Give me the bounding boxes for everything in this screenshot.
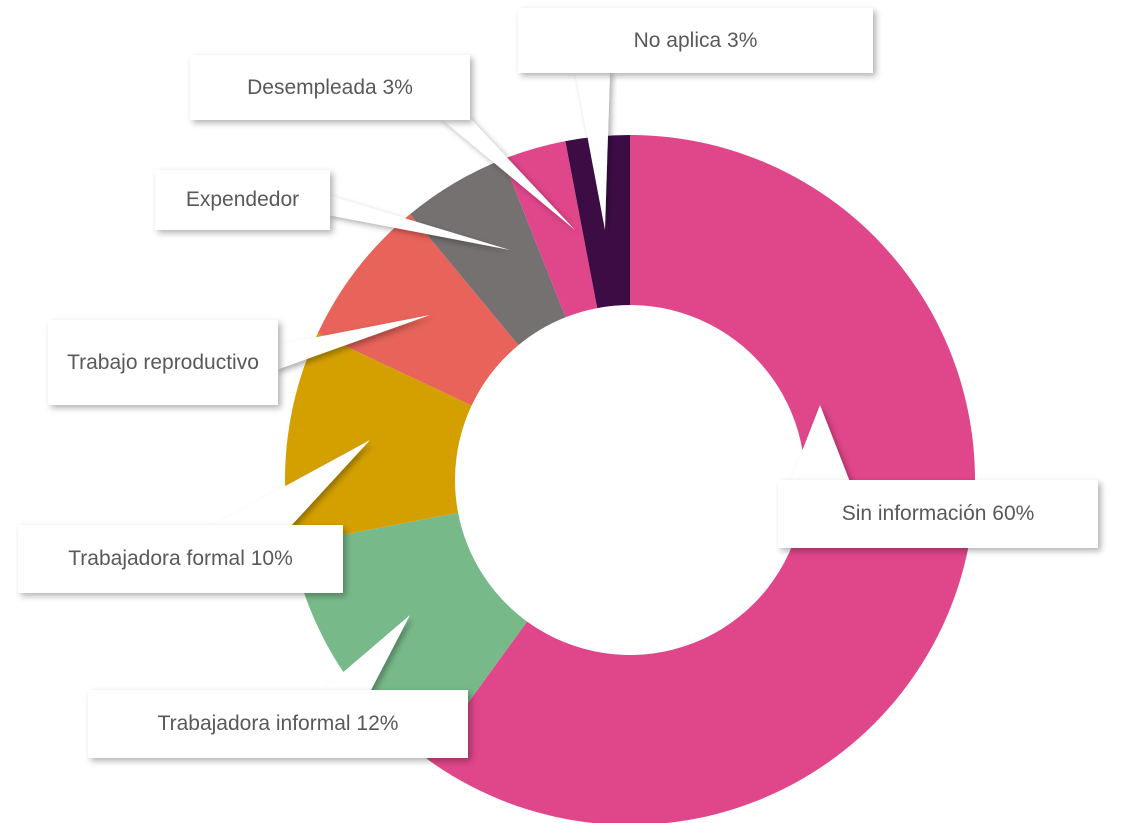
callout-pointer	[440, 118, 575, 230]
value-label: 60%	[992, 502, 1035, 525]
label-text: Expendedor	[186, 185, 299, 215]
value-label: 10%	[250, 547, 293, 570]
data-label: Sin información 60%	[778, 480, 1098, 548]
donut-segment	[291, 512, 528, 760]
data-label: No aplica 3%	[518, 8, 873, 73]
value-label: 3%	[727, 28, 758, 52]
donut-segment	[285, 333, 472, 545]
callout-pointer	[210, 440, 370, 527]
label-text: Desempleada 3%	[247, 73, 413, 103]
value-label: 3%	[382, 75, 413, 99]
category-label: Sin información	[841, 502, 987, 525]
label-text: No aplica 3%	[634, 26, 758, 56]
callout-pointer	[575, 71, 610, 230]
category-label: No aplica	[633, 28, 722, 52]
data-label: Expendedor	[155, 170, 330, 230]
callout-pointer	[328, 195, 510, 250]
callout-pointer	[320, 615, 410, 692]
donut-segment	[565, 135, 630, 309]
data-label: Trabajadora formal 10%	[18, 525, 343, 593]
category-label: Trabajo reproductivo	[67, 350, 259, 374]
value-label: 12%	[356, 712, 399, 735]
callout-pointer	[276, 315, 430, 370]
category-label: Trabajadora formal	[68, 547, 245, 570]
data-label: Trabajo reproductivo	[48, 320, 278, 405]
category-label: Desempleada	[247, 75, 377, 99]
donut-segment	[427, 135, 975, 823]
label-text: Trabajadora informal 12%	[158, 709, 399, 739]
category-label: Trabajadora informal	[157, 712, 351, 735]
donut-segment	[317, 214, 519, 406]
label-text: Sin información 60%	[842, 499, 1035, 529]
donut-segment	[410, 159, 566, 346]
data-label: Desempleada 3%	[190, 55, 470, 120]
category-label: Expendedor	[185, 188, 300, 211]
label-text: Trabajo reproductivo	[67, 348, 259, 378]
label-text: Trabajadora formal 10%	[68, 544, 293, 574]
callout-pointer	[790, 405, 850, 482]
data-label: Trabajadora informal 12%	[88, 690, 468, 758]
